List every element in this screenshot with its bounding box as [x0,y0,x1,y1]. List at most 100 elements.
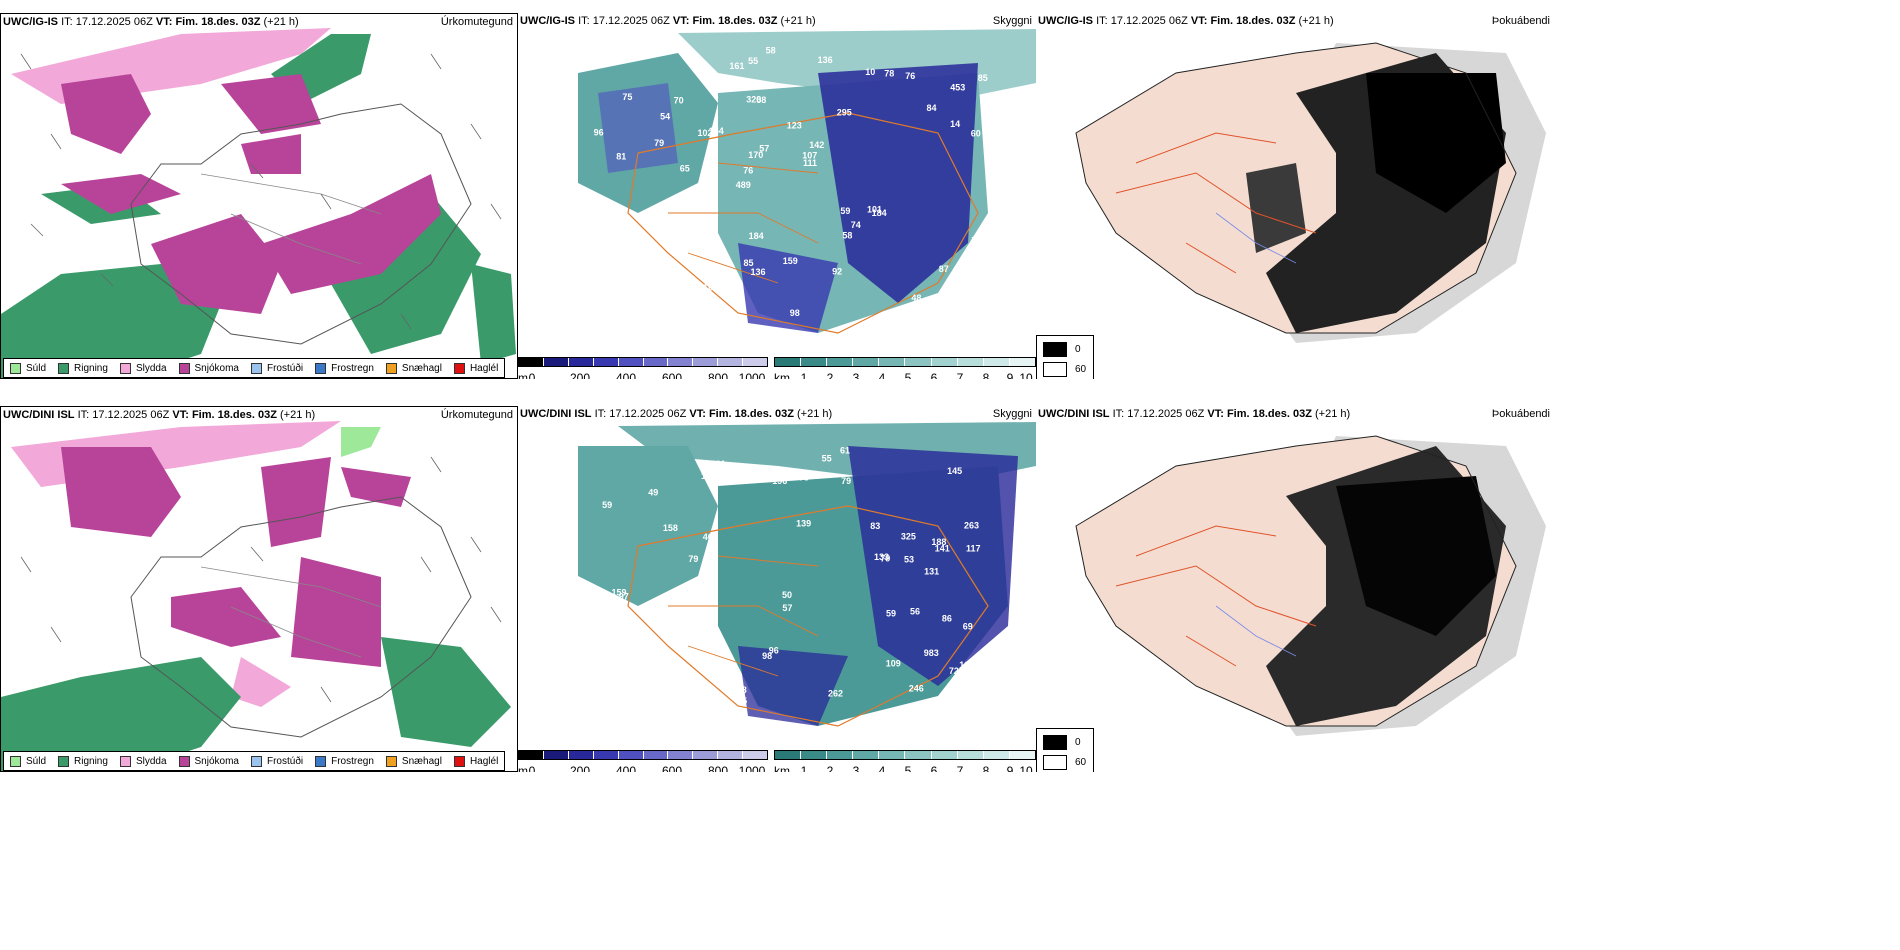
height-tick: 800 [707,764,729,772]
elevation-label: 136 [818,55,833,65]
elevation-label: 79 [880,553,890,563]
height-tick: 600 [661,764,683,772]
legend-item: Rigning [58,755,108,767]
height-tick: 200 [569,764,591,772]
height-colorbar: m 0 200 400 600 800 1000 [518,750,768,772]
elevation-label: 45 [708,574,718,584]
fog-legend-swatch [1043,342,1067,357]
elevation-label: 58 [842,231,852,241]
elevation-label: 69 [963,621,973,631]
height-tick: 400 [615,371,637,379]
elevation-label: 404 [931,695,946,705]
legend-swatch [315,755,327,767]
legend-swatch [453,755,465,767]
vis-tick: 6 [930,764,938,772]
precip-map [1,407,517,771]
precip-legend: Súld Rigning Slydda Snjókoma Frostúði Fr… [3,358,506,378]
legend-swatch [453,362,465,374]
elevation-label: 14 [950,119,960,129]
panel-header: UWC/IG-IS IT: 17.12.2025 06Z VT: Fim. 18… [520,15,816,27]
elevation-label: 59 [840,206,850,216]
legend-swatch [119,755,131,767]
fog-legend-item: 60 [1043,755,1086,770]
panel-header: UWC/DINI ISL IT: 17.12.2025 06Z VT: Fim.… [520,408,833,420]
panel-title: Úrkomutegund [440,16,513,28]
elevation-label: 72 [949,666,959,676]
elevation-label: 158 [663,523,678,533]
vis-tick: 2 [826,764,834,772]
panel-title: Úrkomutegund [440,409,513,421]
elevation-label: 96 [594,128,604,138]
elevation-label: 111 [803,158,817,168]
visibility-panel-row2: UWC/DINI ISL IT: 17.12.2025 06Z VT: Fim.… [518,406,1036,772]
vis-tick: 10 [1019,764,1033,772]
elevation-label: 71 [680,594,690,604]
elevation-label: 298 [636,298,651,308]
visibility-map: 983 263 166 139 878 121 188 534 145 158 117 59 131 85… [518,406,1036,746]
elevation-label: 101 [676,239,691,249]
fog-legend-item: 0 [1043,735,1081,750]
elevation-label: 74 [851,220,861,230]
elevation-label: 78 [884,68,894,78]
elevation-label: 96 [769,646,779,656]
legend-item: Súld [10,755,46,767]
elevation-label: 128 [732,685,747,695]
elevation-label: 55 [822,454,832,464]
elevation-label: 73 [799,473,809,483]
elevation-label: 63 [641,679,651,689]
precip-map [1,14,517,378]
elevation-label: 58 [766,46,776,56]
elevation-label: 136 [751,267,766,277]
height-tick: 800 [707,371,729,379]
elevation-label: 54 [636,312,646,322]
elevation-label: 50 [782,590,792,600]
vis-tick: 7 [956,764,964,772]
fog-legend: 0 60 [1036,728,1094,772]
elevation-label: 534 [702,658,717,668]
panel-title: Þokuábendi [1491,15,1550,27]
fog-map [1036,13,1554,353]
elevation-label: 98 [790,308,800,318]
elevation-label: 97 [619,592,629,602]
elevation-label: 109 [701,471,716,481]
legend-item: Slydda [119,755,167,767]
panel-title: Þokuábendi [1491,408,1550,420]
elevation-label: 84 [927,103,937,113]
legend-swatch [178,755,190,767]
elevation-label: 159 [612,588,627,598]
elevation-label: 77 [706,700,716,710]
vis-tick: 1 [800,764,808,772]
legend-swatch [58,362,70,374]
elevation-label: 141 [935,543,950,553]
elevation-label: 453 [950,83,965,93]
legend-item: Frostúði [250,755,303,767]
legend-item: Haglél [453,362,498,374]
elevation-label: 53 [904,555,914,565]
vis-tick: 3 [852,764,860,772]
elevation-label: 154 [709,126,724,136]
elevation-label: 56 [910,606,920,616]
legend-swatch [178,362,190,374]
legend-item: Frostregn [315,362,374,374]
elevation-label: 79 [971,236,981,246]
legend-swatch [119,362,131,374]
visibility-colorbar-strip [774,750,1036,760]
elevation-label: 101 [867,204,882,214]
elevation-label: 489 [736,180,751,190]
fog-legend-item: 60 [1043,362,1086,377]
height-tick: 200 [569,371,591,379]
panel-header: UWC/DINI ISL IT: 17.12.2025 06Z VT: Fim.… [3,409,316,421]
legend-swatch [250,755,262,767]
elevation-label: 102 [698,128,713,138]
legend-item: Súld [10,362,46,374]
vis-tick: 6 [930,371,938,379]
vis-tick: 9 [1006,764,1014,772]
elevation-label: 79 [841,476,851,486]
height-unit: m [518,764,528,772]
precip-panel-row1: UWC/IG-IS IT: 17.12.2025 06Z VT: Fim. 18… [0,13,518,379]
fog-legend: 0 60 [1036,335,1094,379]
elevation-label: 131 [924,566,939,576]
elevation-label: 184 [749,231,764,241]
height-tick: 1000 [738,764,766,772]
legend-item: Snjókoma [178,362,239,374]
